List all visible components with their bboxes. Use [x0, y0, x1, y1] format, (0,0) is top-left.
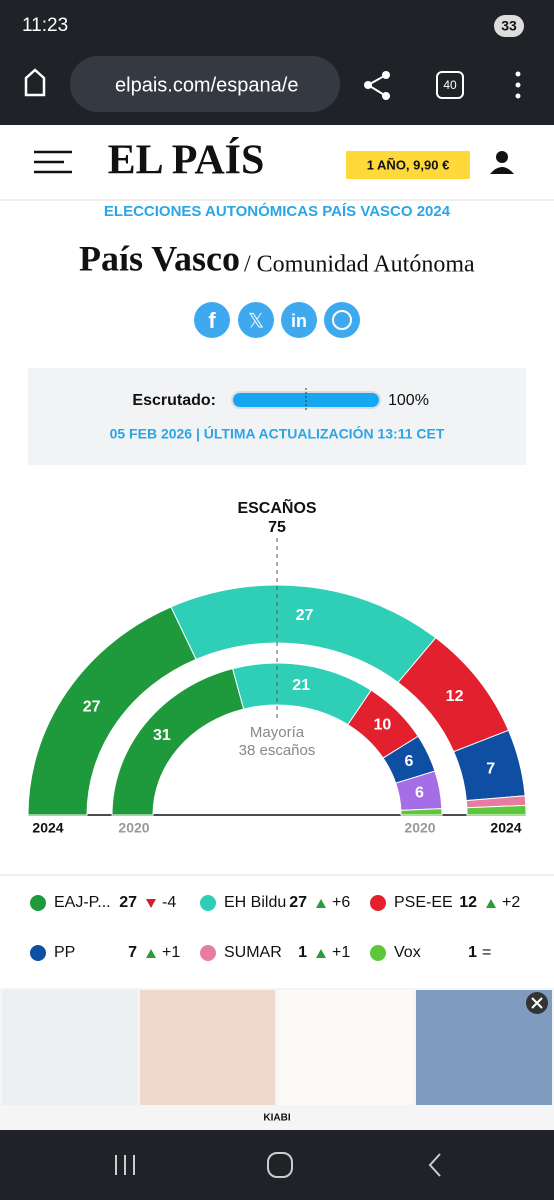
- seat-label: 12: [446, 688, 464, 705]
- ring-label: 2020: [118, 820, 149, 836]
- legend-change: +1: [162, 944, 180, 961]
- legend-seats: 27: [289, 894, 307, 911]
- x-share[interactable]: [238, 302, 274, 338]
- legend-swatch: [200, 945, 216, 961]
- page-title: País Vasco: [79, 238, 240, 278]
- legend-seats: 27: [119, 894, 137, 911]
- ad-image[interactable]: [140, 990, 275, 1105]
- facebook-share[interactable]: [194, 302, 230, 338]
- legend-change: +6: [332, 894, 350, 911]
- legend-seats: 1: [468, 944, 477, 961]
- home-button[interactable]: [24, 68, 46, 97]
- seat-label: 7: [486, 760, 495, 777]
- nav-bar: [0, 1130, 554, 1200]
- clock: 11:23: [22, 15, 68, 36]
- legend-swatch: [200, 895, 216, 911]
- parliament-chart: ESCAÑOS 75 Mayoría 38 escaños 2024 2020 …: [27, 497, 527, 836]
- legend-name: SUMAR: [224, 944, 282, 961]
- url-bar[interactable]: [70, 56, 340, 112]
- legend-change: +2: [502, 894, 520, 911]
- seat-label: 6: [415, 784, 424, 801]
- scrutiny-value: 100%: [388, 392, 429, 409]
- back-nav[interactable]: [428, 1153, 441, 1177]
- scrutiny-box: [28, 368, 526, 465]
- seat-segment: [400, 808, 443, 816]
- legend-change: -4: [162, 894, 176, 911]
- ad-image[interactable]: [278, 990, 413, 1105]
- seat-label: 31: [153, 727, 171, 744]
- whatsapp-share[interactable]: [324, 302, 360, 338]
- legend-seats: 1: [298, 944, 307, 961]
- linkedin-share[interactable]: [281, 302, 317, 338]
- legend-swatch: [370, 895, 386, 911]
- legend-name: EAJ-P...: [54, 894, 111, 911]
- change-arrow: [146, 899, 156, 908]
- legend: EAJ-P... 27 -4 EH Bildu 27 +6 PSE-EE 12 +2PP 7 +1 S…: [30, 894, 520, 961]
- url: elpais.com/espana/e: [115, 74, 298, 96]
- logo[interactable]: EL PAÍS: [108, 137, 265, 184]
- seat-label: 10: [373, 717, 391, 734]
- majority-seats: 38 escaños: [239, 742, 316, 759]
- ring-label: 2024: [32, 820, 63, 836]
- legend-name: Vox: [394, 944, 421, 961]
- legend-change: =: [482, 944, 491, 961]
- kicker: ELECCIONES AUTONÓMICAS PAÍS VASCO 2024: [104, 202, 451, 220]
- recent-apps[interactable]: [115, 1155, 135, 1175]
- subscribe-label: 1 AÑO, 9,90 €: [367, 157, 450, 172]
- badge-bg: [494, 15, 524, 37]
- legend-swatch: [370, 945, 386, 961]
- ad-image[interactable]: [2, 990, 137, 1105]
- legend-swatch: [30, 945, 46, 961]
- change-arrow: [486, 899, 496, 908]
- scrutiny-label: Escrutado:: [132, 392, 216, 409]
- change-arrow: [316, 899, 326, 908]
- ring-label: 2020: [404, 820, 435, 836]
- badge: 33: [501, 18, 517, 34]
- legend-name: EH Bildu: [224, 894, 286, 911]
- svg-text:𝕏: 𝕏: [248, 310, 264, 332]
- legend-name: PP: [54, 944, 75, 961]
- subscribe-button[interactable]: [346, 151, 470, 179]
- site-menu[interactable]: [34, 150, 72, 174]
- seat-label: 21: [292, 677, 310, 694]
- seat-segment: [466, 804, 527, 816]
- ad-brand: KIABI: [263, 1113, 290, 1124]
- seat-label: 27: [296, 607, 314, 624]
- chart-title: ESCAÑOS: [237, 497, 316, 517]
- legend-name: PSE-EE: [394, 894, 453, 911]
- total-seats: 75: [268, 519, 286, 536]
- svg-text:in: in: [291, 311, 307, 331]
- seat-label: 6: [405, 753, 414, 770]
- seat-label: 27: [83, 699, 101, 716]
- majority-label: Mayoría: [250, 724, 305, 741]
- svg-text:f: f: [208, 308, 216, 333]
- account-button[interactable]: [496, 151, 508, 163]
- page-subtitle: / Comunidad Autónoma: [244, 252, 475, 278]
- last-update: 05 FEB 2026 | ÚLTIMA ACTUALIZACIÓN 13:11…: [110, 425, 445, 442]
- tabs-button[interactable]: [436, 71, 464, 99]
- legend-seats: 12: [459, 894, 477, 911]
- legend-seats: 7: [128, 944, 137, 961]
- menu-button[interactable]: [515, 71, 521, 77]
- ring-label: 2024: [490, 820, 521, 836]
- change-arrow: [316, 949, 326, 958]
- tabs-count: 40: [443, 78, 457, 92]
- share-icons: f 𝕏 in: [194, 302, 360, 338]
- legend-swatch: [30, 895, 46, 911]
- legend-change: +1: [332, 944, 350, 961]
- home-nav[interactable]: [267, 1152, 293, 1178]
- change-arrow: [146, 949, 156, 958]
- site-header: [0, 125, 554, 200]
